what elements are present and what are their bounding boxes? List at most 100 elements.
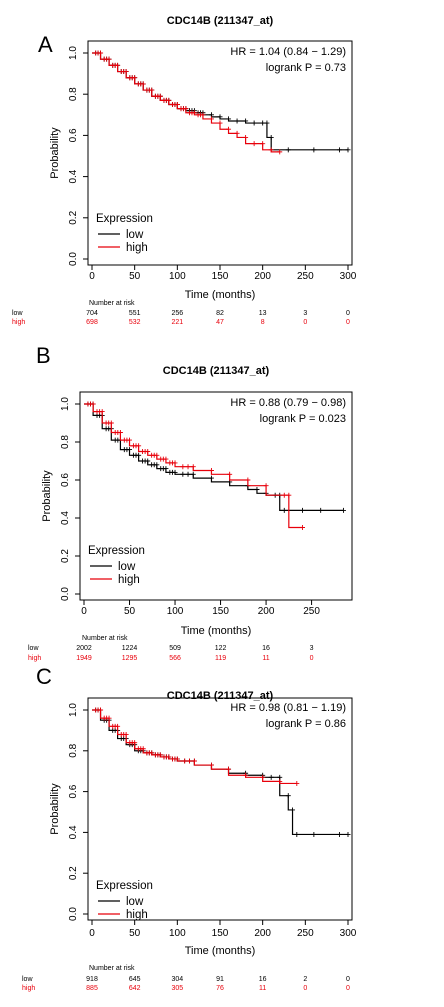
censor-mark-low	[345, 831, 351, 837]
censor-mark-high	[243, 772, 249, 778]
censor-mark-low	[268, 774, 274, 780]
censor-mark-low	[217, 114, 223, 120]
censor-mark-low	[234, 118, 240, 124]
y-tick-label: 0.8	[68, 743, 79, 757]
risk-row-label-high: high	[22, 985, 35, 992]
x-tick-label: 100	[169, 271, 186, 282]
x-axis-label: Time (months)	[185, 945, 256, 957]
panel-label: A	[38, 32, 53, 57]
censor-mark-high	[182, 758, 188, 764]
censor-mark-high	[217, 120, 223, 126]
risk-count-low: 256	[171, 310, 183, 317]
risk-row-label-low: low	[28, 645, 39, 652]
censor-mark-high	[277, 149, 283, 155]
risk-count-high: 1949	[76, 655, 92, 662]
risk-count-high: 698	[86, 319, 98, 326]
risk-count-high: 221	[171, 319, 183, 326]
risk-count-high: 642	[129, 985, 141, 992]
x-tick-label: 150	[212, 928, 229, 939]
x-axis-label: Time (months)	[181, 625, 252, 637]
censor-mark-high	[245, 477, 251, 483]
censor-mark-high	[299, 525, 305, 530]
censor-mark-high	[187, 758, 193, 764]
censor-mark-high	[234, 130, 240, 136]
censor-mark-high	[263, 483, 269, 489]
censor-mark-high	[94, 409, 100, 415]
censor-mark-high	[158, 456, 164, 462]
y-tick-label: 1.0	[68, 46, 79, 60]
y-tick-label: 0.2	[68, 866, 79, 880]
y-tick-label: 0.0	[68, 252, 79, 266]
x-tick-label: 50	[129, 928, 141, 939]
risk-count-low: 3	[310, 645, 314, 652]
legend-label-high: high	[126, 242, 148, 254]
legend-title: Expression	[96, 880, 153, 892]
censor-mark-high	[112, 430, 118, 435]
risk-count-low: 645	[129, 976, 141, 983]
risk-row-label-low: low	[22, 976, 33, 983]
risk-count-high: 0	[310, 655, 314, 662]
x-tick-label: 250	[297, 271, 314, 282]
censor-mark-high	[281, 492, 287, 498]
censor-mark-high	[110, 723, 116, 729]
y-tick-label: 0.8	[68, 87, 79, 101]
censor-mark-low	[285, 147, 291, 153]
y-tick-label: 0.6	[68, 128, 79, 142]
x-tick-label: 150	[212, 606, 229, 617]
logrank-p-text: logrank P = 0.73	[266, 62, 346, 74]
censor-mark-high	[208, 762, 214, 768]
censor-mark-high	[277, 778, 283, 784]
y-tick-label: 0.6	[68, 784, 79, 798]
censor-mark-high	[243, 134, 249, 140]
logrank-p-text: logrank P = 0.86	[266, 718, 346, 730]
censor-mark-high	[118, 69, 124, 75]
km-panel-b: B CDC14B (211347_at) 0 50 100 150 200 250 0.0 0.2…	[28, 343, 353, 662]
censor-mark-low	[149, 462, 155, 468]
censor-mark-low	[226, 116, 232, 122]
censor-mark-high	[185, 464, 191, 470]
risk-count-high: 119	[215, 655, 226, 662]
hazard-ratio-text: HR = 0.98 (0.81 − 1.19)	[230, 702, 346, 714]
censor-mark-high	[127, 740, 133, 746]
censor-mark-high	[227, 471, 233, 477]
x-tick-label: 0	[89, 928, 95, 939]
censor-mark-low	[103, 426, 109, 432]
censor-mark-high	[251, 141, 257, 147]
x-tick-label: 300	[340, 928, 357, 939]
x-tick-label: 200	[254, 271, 271, 282]
censor-mark-high	[118, 731, 124, 737]
x-tick-label: 50	[129, 271, 141, 282]
censor-mark-high	[152, 93, 158, 99]
censor-mark-high	[135, 81, 141, 87]
risk-count-low: 0	[346, 976, 350, 983]
censor-mark-low	[281, 507, 287, 513]
hazard-ratio-text: HR = 0.88 (0.79 − 0.98)	[230, 397, 346, 409]
censor-mark-high	[121, 437, 127, 443]
risk-count-high: 0	[346, 985, 350, 992]
risk-count-low: 13	[259, 310, 267, 317]
panel-label: C	[36, 664, 52, 689]
chart-title: CDC14B (211347_at)	[167, 690, 274, 702]
legend-label-low: low	[126, 229, 144, 241]
risk-row-label-low: low	[12, 310, 23, 317]
legend-title: Expression	[88, 545, 145, 557]
risk-count-low: 122	[215, 645, 227, 652]
y-tick-label: 0.0	[68, 907, 79, 921]
censor-mark-high	[161, 97, 167, 103]
risk-count-low: 509	[169, 645, 181, 652]
y-tick-label: 0.0	[60, 587, 71, 601]
y-tick-label: 0.4	[68, 825, 79, 839]
x-tick-label: 250	[297, 928, 314, 939]
risk-table-header: Number at risk	[82, 635, 128, 642]
risk-count-high: 0	[346, 319, 350, 326]
censor-mark-high	[101, 715, 107, 721]
legend-label-high: high	[118, 574, 140, 586]
censor-mark-low	[345, 147, 351, 153]
censor-mark-high	[169, 756, 175, 762]
censor-mark-low	[318, 507, 324, 513]
censor-mark-high	[110, 62, 116, 68]
y-axis-label: Probability	[49, 783, 61, 835]
risk-count-high: 566	[169, 655, 181, 662]
